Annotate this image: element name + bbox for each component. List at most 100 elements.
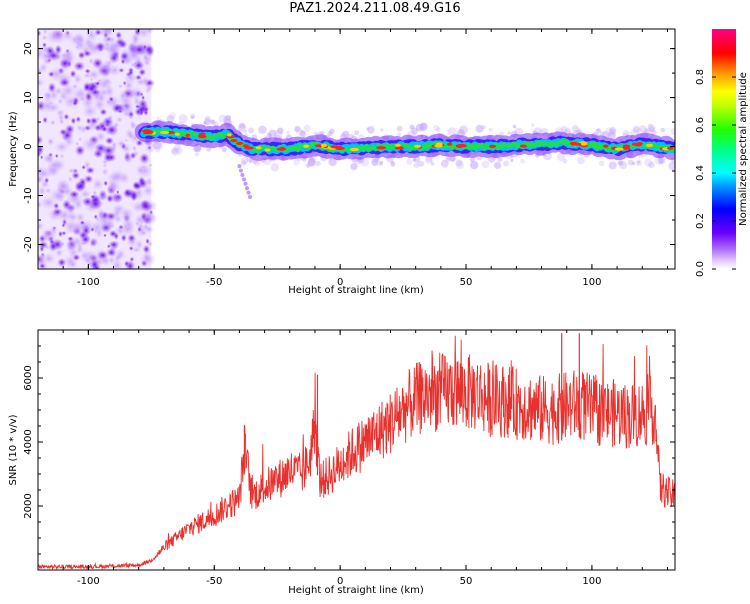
noise-blob [124,138,129,143]
noise-blob [142,251,151,263]
noise-blob [84,83,90,91]
noise-blob [61,29,74,42]
halo-speckle [258,125,267,134]
halo-speckle [293,159,300,166]
halo-speckle [425,156,433,164]
halo-speckle [639,125,647,133]
halo-speckle [294,125,301,132]
noise-blob [39,195,58,210]
halo-speckle [433,124,440,131]
ridge-hotspot [376,146,386,150]
noise-blob [116,139,126,149]
colorbar: 0.0 0.2 0.4 0.6 0.8 Normalized spectral ampl… [695,29,749,277]
halo-speckle [430,161,435,166]
ridge-hotspot [255,146,262,150]
noise-blob [101,145,116,157]
noise-blob [95,41,106,52]
noise-blob [79,189,91,199]
halo-speckle [378,161,383,166]
noise-blob [139,152,150,165]
halo-speckle [203,121,208,125]
ridge-hotspot [185,133,190,137]
noise-blob [84,174,94,184]
halo-speckle [497,156,503,162]
noise-blob [105,99,112,105]
noise-blob [112,195,122,204]
ridge-hotspot [447,142,453,146]
ridge-hotspot [174,132,180,136]
noise-blob [74,145,86,156]
y-tick-label: -10 [23,187,34,203]
halo-speckle [366,127,370,131]
figure-title: PAZ1.2024.211.08.49.G16 [289,1,461,16]
ridge-hotspot [160,130,170,135]
tail-speckle [245,186,249,191]
noise-blob [115,116,124,124]
noise-blob [73,38,87,53]
halo-speckle [503,160,509,167]
halo-speckle [596,128,601,134]
halo-speckle [154,147,161,153]
halo-speckle [205,146,211,152]
colorbar-label: Normalized spectral amplitude [738,72,749,226]
noise-blob [137,222,145,231]
noise-blob [42,116,48,124]
noise-blob [131,43,147,56]
x-tick-label: 50 [460,576,473,587]
noise-blob [38,135,44,145]
noise-blob [99,62,111,73]
noise-blob [71,167,80,175]
halo-speckle [173,144,181,151]
halo-speckle [367,126,375,134]
halo-speckle [248,127,254,134]
snr-plot-area [38,333,675,570]
noise-blob [124,153,134,165]
halo-speckle [632,125,640,133]
halo-speckle [306,163,311,168]
noise-blob [38,174,45,184]
snr-y-label: SNR (10 * v/v) [8,414,19,485]
noise-blob [118,67,125,73]
noise-blob [96,92,107,104]
noise-blob [147,145,152,151]
halo-speckle [531,123,535,127]
halo-speckle [380,128,384,132]
noise-blob [44,177,50,184]
halo-speckle [194,152,199,157]
halo-speckle [175,147,183,155]
noise-blob [142,54,149,61]
snr-frame [37,329,676,571]
noise-blob [59,153,65,159]
spectrogram-y-ticks: -20 -10 0 10 20 [23,42,675,270]
halo-speckle [520,158,526,164]
halo-speckle [557,153,566,162]
snr-x-ticks: -100 -50 0 50 100 [37,330,668,587]
snr-y-ticks: 2000 4000 6000 [23,329,675,571]
halo-speckle [241,157,249,165]
noise-blob [53,86,64,96]
noise-blob [71,83,79,90]
noise-blob [129,256,135,262]
halo-speckle [596,128,600,132]
halo-speckle [481,160,490,169]
x-tick-label: 0 [337,277,343,288]
x-tick-label: 100 [582,277,601,288]
halo-speckle [221,147,227,153]
noise-blob [42,42,47,48]
noise-blob [73,61,86,71]
noise-blob [92,189,98,196]
noise-blob [88,198,103,210]
noise-blob [84,68,91,74]
noise-blob [70,235,84,248]
noise-blob [72,100,78,106]
halo-speckle [413,156,421,163]
halo-speckle [510,158,514,162]
halo-speckle [248,158,253,164]
halo-speckle [238,123,247,132]
noise-blob [83,160,92,170]
noise-blob [128,132,135,140]
halo-speckle [409,124,415,130]
ridge-hotspot [580,142,588,146]
noise-blob [78,136,82,143]
noise-blob [83,72,91,79]
